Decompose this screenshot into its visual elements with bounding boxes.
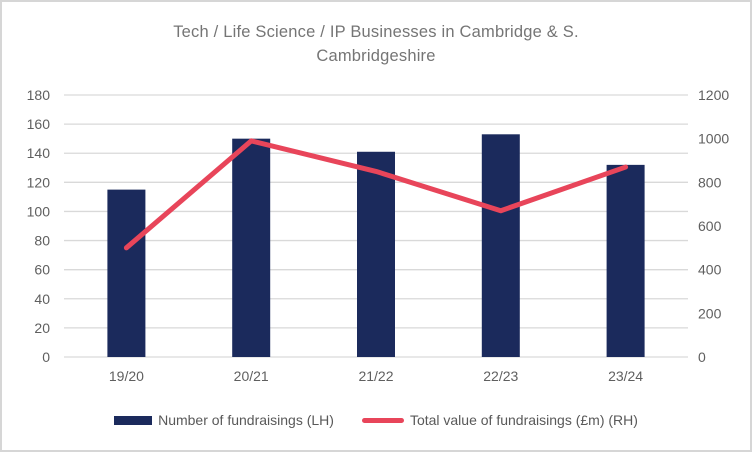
bar-22/23 bbox=[481, 134, 520, 357]
y-axis-left-tick-label: 60 bbox=[34, 262, 50, 278]
y-axis-left-tick-label: 0 bbox=[42, 349, 50, 365]
y-axis-left-tick-label: 80 bbox=[34, 233, 50, 249]
y-axis-right-tick-label: 1200 bbox=[698, 87, 729, 103]
y-axis-right-tick-label: 0 bbox=[698, 349, 706, 365]
legend-line-label: Total value of fundraisings (£m) (RH) bbox=[409, 412, 638, 428]
chart-legend: Number of fundraisings (LH) Total value … bbox=[2, 412, 750, 428]
x-axis-category-label: 20/21 bbox=[234, 368, 269, 384]
y-axis-right-tick-label: 200 bbox=[698, 305, 722, 321]
bar-20/21 bbox=[232, 138, 271, 357]
y-axis-left-tick-label: 40 bbox=[34, 291, 50, 307]
y-axis-left-tick-label: 120 bbox=[27, 174, 51, 190]
y-axis-left-tick-label: 20 bbox=[34, 320, 50, 336]
y-axis-right-tick-label: 1000 bbox=[698, 131, 729, 147]
y-axis-right-tick-label: 800 bbox=[698, 174, 722, 190]
x-axis-category-label: 21/22 bbox=[358, 368, 393, 384]
bar-23/24 bbox=[606, 164, 645, 357]
legend-line-swatch bbox=[361, 417, 404, 423]
chart-title: Tech / Life Science / IP Businesses in C… bbox=[173, 23, 579, 65]
x-axis-category-label: 22/23 bbox=[483, 368, 518, 384]
legend-bar-swatch bbox=[114, 415, 153, 425]
y-axis-left-tick-label: 160 bbox=[27, 116, 51, 132]
y-axis-left-tick-label: 100 bbox=[27, 203, 51, 219]
bar-21/22 bbox=[357, 151, 395, 357]
x-axis-category-label: 23/24 bbox=[608, 368, 643, 384]
y-axis-right-tick-label: 600 bbox=[698, 218, 722, 234]
x-axis-category-label: 19/20 bbox=[109, 368, 144, 384]
y-axis-left-tick-label: 180 bbox=[27, 87, 51, 103]
bar-19/20 bbox=[107, 189, 146, 357]
y-axis-left-tick-label: 140 bbox=[27, 145, 51, 161]
y-axis-right-tick-label: 400 bbox=[698, 262, 722, 278]
value-line bbox=[123, 138, 629, 251]
legend-bar-label: Number of fundraisings (LH) bbox=[158, 412, 334, 428]
